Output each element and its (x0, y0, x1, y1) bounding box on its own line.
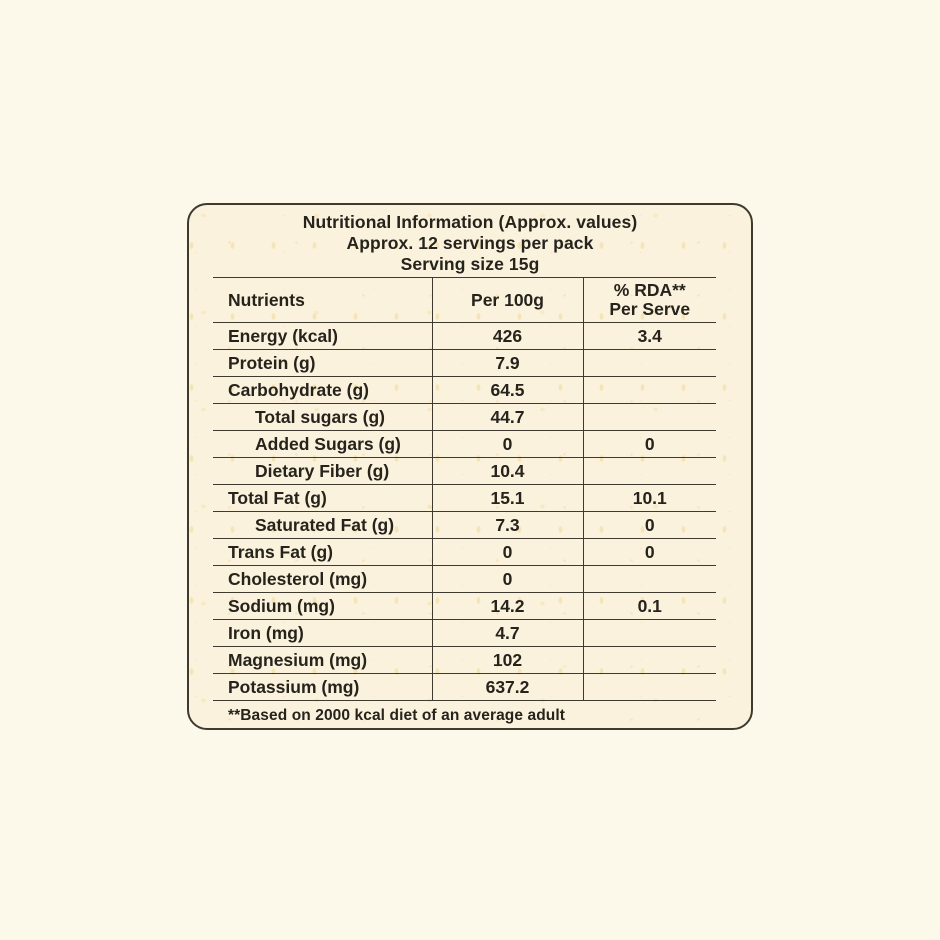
nutrient-name-cell: Protein (g) (213, 349, 432, 377)
per-100g-cell: 10.4 (431, 457, 583, 485)
nutrient-name-cell: Energy (kcal) (213, 322, 432, 350)
nutrient-name-cell: Potassium (mg) (213, 673, 432, 701)
table-row: Dietary Fiber (g) 10.4 (213, 457, 716, 485)
table-row: Sodium (mg) 14.2 0.1 (213, 592, 716, 620)
footnote: **Based on 2000 kcal diet of an average … (228, 707, 566, 724)
per-100g-cell: 44.7 (431, 403, 583, 431)
nutrition-table: Nutrients Per 100g % RDA** Per Serve Ene… (213, 277, 716, 701)
rda-cell: 3.4 (582, 322, 716, 350)
column-header-nutrients: Nutrients (213, 277, 432, 323)
nutrition-label-card: Nutritional Information (Approx. values)… (187, 203, 753, 730)
nutrient-name-cell: Dietary Fiber (g) (213, 457, 432, 485)
nutrient-name-cell: Added Sugars (g) (213, 430, 432, 458)
table-row: Potassium (mg) 637.2 (213, 673, 716, 701)
rda-cell (582, 457, 716, 485)
per-100g-cell: 7.9 (431, 349, 583, 377)
per-100g-cell: 7.3 (431, 511, 583, 539)
rda-cell: 10.1 (582, 484, 716, 512)
table-row: Carbohydrate (g) 64.5 (213, 376, 716, 404)
nutrient-name-cell: Cholesterol (mg) (213, 565, 432, 593)
per-100g-cell: 0 (431, 430, 583, 458)
rda-cell (582, 349, 716, 377)
per-100g-cell: 637.2 (431, 673, 583, 701)
nutrient-name-cell: Saturated Fat (g) (213, 511, 432, 539)
rda-cell (582, 646, 716, 674)
column-header-rda-line2: Per Serve (609, 299, 691, 319)
rda-cell (582, 376, 716, 404)
per-100g-cell: 0 (431, 565, 583, 593)
table-row: Cholesterol (mg) 0 (213, 565, 716, 593)
table-row: Magnesium (mg) 102 (213, 646, 716, 674)
table-row: Trans Fat (g) 0 0 (213, 538, 716, 566)
column-header-rda-line1: % RDA** (613, 280, 686, 300)
table-row: Protein (g) 7.9 (213, 349, 716, 377)
nutrient-name-cell: Sodium (mg) (213, 592, 432, 620)
table-row: Total sugars (g) 44.7 (213, 403, 716, 431)
table-row: Iron (mg) 4.7 (213, 619, 716, 647)
per-100g-cell: 426 (431, 322, 583, 350)
rda-cell: 0 (582, 430, 716, 458)
label-serving-size: Serving size 15g (400, 254, 540, 274)
table-row: Added Sugars (g) 0 0 (213, 430, 716, 458)
rda-cell: 0 (582, 538, 716, 566)
table-row: Energy (kcal) 426 3.4 (213, 322, 716, 350)
rda-cell (582, 403, 716, 431)
column-header-per-100g: Per 100g (431, 277, 583, 323)
table-row: Total Fat (g) 15.1 10.1 (213, 484, 716, 512)
nutrient-name-cell: Carbohydrate (g) (213, 376, 432, 404)
column-header-rda: % RDA** Per Serve (582, 277, 716, 323)
rda-cell (582, 673, 716, 701)
per-100g-cell: 64.5 (431, 376, 583, 404)
nutrient-name-cell: Iron (mg) (213, 619, 432, 647)
nutrient-name-cell: Total Fat (g) (213, 484, 432, 512)
nutrient-name-cell: Trans Fat (g) (213, 538, 432, 566)
per-100g-cell: 102 (431, 646, 583, 674)
per-100g-cell: 15.1 (431, 484, 583, 512)
rda-cell: 0 (582, 511, 716, 539)
table-row: Saturated Fat (g) 7.3 0 (213, 511, 716, 539)
rda-cell: 0.1 (582, 592, 716, 620)
label-servings: Approx. 12 servings per pack (346, 233, 594, 253)
nutrient-name-cell: Total sugars (g) (213, 403, 432, 431)
per-100g-cell: 4.7 (431, 619, 583, 647)
nutrition-table-body: Energy (kcal) 426 3.4 Protein (g) 7.9 Carbohy… (213, 322, 716, 701)
nutrition-table-head: Nutrients Per 100g % RDA** Per Serve (213, 277, 716, 323)
per-100g-cell: 14.2 (431, 592, 583, 620)
label-title: Nutritional Information (Approx. values) (302, 212, 638, 232)
per-100g-cell: 0 (431, 538, 583, 566)
header-row: Nutrients Per 100g % RDA** Per Serve (213, 277, 716, 323)
nutrient-name-cell: Magnesium (mg) (213, 646, 432, 674)
rda-cell (582, 619, 716, 647)
rda-cell (582, 565, 716, 593)
label-header: Nutritional Information (Approx. values)… (189, 205, 751, 275)
